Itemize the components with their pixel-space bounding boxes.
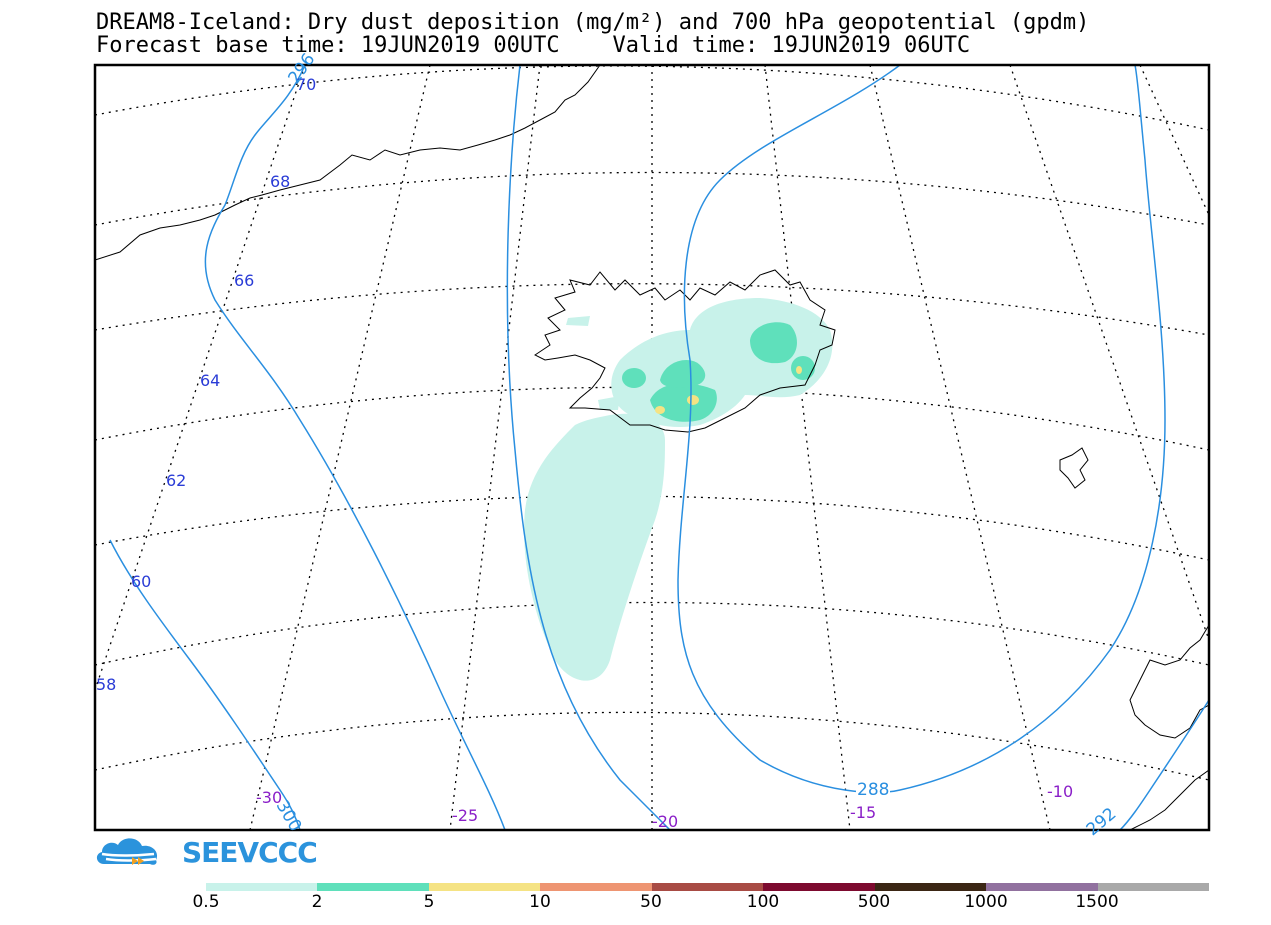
lon-label-minus20: -20	[652, 812, 678, 831]
latitude-lines	[95, 65, 1209, 781]
lat-label-58: 58	[96, 675, 116, 694]
legend-swatch-5	[763, 883, 875, 891]
legend-label-0: 0.5	[192, 892, 220, 912]
cloud-icon	[96, 838, 158, 865]
lat-label-60: 60	[131, 572, 151, 591]
contour-label-292: 292	[1083, 804, 1121, 840]
contour-292	[1119, 699, 1209, 830]
lat-label-62: 62	[166, 471, 186, 490]
lon-label-minus25: -25	[452, 806, 478, 825]
legend-swatch-3	[540, 883, 652, 891]
contour-288	[677, 65, 1166, 794]
meridian-lines	[95, 65, 1209, 830]
legend-swatch-8	[1097, 883, 1209, 891]
coastlines	[95, 65, 1209, 830]
lat-label-68: 68	[270, 172, 290, 191]
legend-label-8: 1500	[1075, 892, 1119, 912]
legend-label-1: 2	[311, 892, 323, 912]
map-title-line1: DREAM8-Iceland: Dry dust deposition (mg/…	[96, 10, 1090, 35]
contour-300	[109, 539, 301, 830]
legend-swatch-2	[428, 883, 541, 891]
map-area	[95, 65, 1209, 830]
dust-deposition-field	[524, 298, 833, 681]
legend-label-5: 100	[746, 892, 780, 912]
legend-label-3: 10	[529, 892, 551, 912]
color-legend	[206, 883, 1209, 891]
logo-text: SEEVCCC	[182, 836, 318, 869]
lat-label-66: 66	[234, 271, 254, 290]
contour-labels: 296 288 300 292	[272, 50, 1121, 840]
contour-296	[204, 65, 506, 830]
legend-swatch-6	[874, 883, 987, 891]
seevccc-logo	[96, 838, 158, 865]
map-frame	[93, 63, 1211, 832]
contour-label-288: 288	[857, 780, 889, 800]
lat-label-64: 64	[200, 371, 220, 390]
lon-label-minus30: -30	[256, 788, 282, 807]
lat-label-70: 70	[296, 75, 316, 94]
legend-swatch-0	[206, 883, 318, 891]
legend-swatch-1	[317, 883, 429, 891]
longitude-labels: -30 -25 -20 -15 -10	[256, 782, 1073, 831]
contour-left	[506, 65, 671, 830]
legend-label-6: 500	[857, 892, 891, 912]
latitude-labels: 70 68 66 64 62 60 58	[96, 75, 316, 694]
contour-label-bg	[856, 780, 890, 798]
legend-swatch-4	[651, 883, 764, 891]
legend-swatch-7	[986, 883, 1098, 891]
legend-label-4: 50	[640, 892, 662, 912]
legend-label-7: 1000	[964, 892, 1008, 912]
lon-label-minus15: -15	[850, 803, 876, 822]
map-title-line2: Forecast base time: 19JUN2019 00UTC Vali…	[96, 33, 971, 58]
legend-label-2: 5	[423, 892, 435, 912]
geopotential-contours	[109, 65, 1209, 830]
lon-label-minus10: -10	[1047, 782, 1073, 801]
